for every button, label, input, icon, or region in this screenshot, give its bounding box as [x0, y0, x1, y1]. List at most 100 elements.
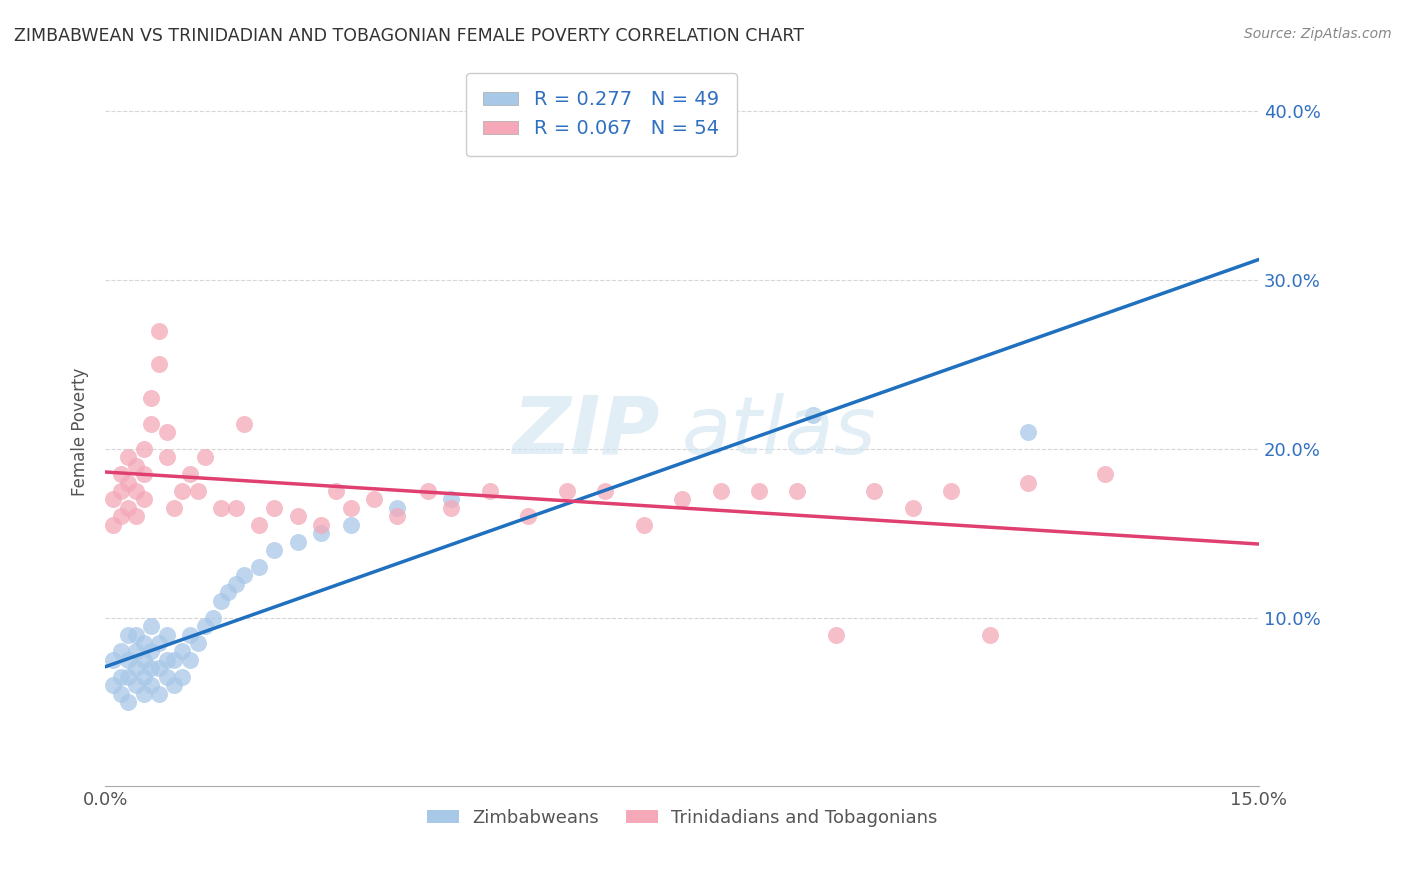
Point: [110, 509, 132, 524]
Point: [748, 484, 770, 499]
Point: [225, 577, 247, 591]
Point: [132, 467, 155, 482]
Point: [148, 324, 170, 338]
Point: [132, 670, 155, 684]
Point: [117, 670, 139, 684]
Point: [156, 450, 179, 465]
Point: [325, 484, 347, 499]
Point: [217, 585, 239, 599]
Point: [179, 627, 201, 641]
Point: [179, 467, 201, 482]
Text: ZIP: ZIP: [512, 393, 659, 471]
Point: [101, 653, 124, 667]
Point: [172, 670, 194, 684]
Point: [225, 500, 247, 515]
Point: [1017, 425, 1039, 439]
Point: [117, 653, 139, 667]
Point: [194, 619, 217, 633]
Point: [110, 644, 132, 658]
Point: [148, 636, 170, 650]
Point: [941, 484, 963, 499]
Point: [110, 670, 132, 684]
Point: [156, 627, 179, 641]
Point: [517, 509, 540, 524]
Point: [156, 670, 179, 684]
Point: [163, 500, 186, 515]
Point: [593, 484, 616, 499]
Point: [148, 661, 170, 675]
Point: [132, 687, 155, 701]
Point: [440, 492, 463, 507]
Point: [232, 568, 254, 582]
Y-axis label: Female Poverty: Female Poverty: [72, 368, 89, 496]
Text: ZIMBABWEAN VS TRINIDADIAN AND TOBAGONIAN FEMALE POVERTY CORRELATION CHART: ZIMBABWEAN VS TRINIDADIAN AND TOBAGONIAN…: [14, 27, 804, 45]
Point: [309, 526, 332, 541]
Point: [141, 644, 163, 658]
Point: [148, 358, 170, 372]
Point: [186, 636, 208, 650]
Point: [287, 509, 309, 524]
Point: [194, 450, 217, 465]
Point: [141, 391, 163, 405]
Point: [141, 661, 163, 675]
Point: [163, 678, 186, 692]
Point: [125, 484, 148, 499]
Point: [163, 653, 186, 667]
Point: [132, 653, 155, 667]
Point: [101, 678, 124, 692]
Point: [825, 627, 848, 641]
Point: [209, 594, 232, 608]
Point: [117, 695, 139, 709]
Point: [363, 492, 385, 507]
Point: [179, 653, 201, 667]
Point: [141, 417, 163, 431]
Point: [287, 534, 309, 549]
Point: [1017, 475, 1039, 490]
Point: [101, 492, 124, 507]
Point: [132, 442, 155, 456]
Point: [132, 636, 155, 650]
Point: [340, 517, 363, 532]
Point: [110, 687, 132, 701]
Point: [979, 627, 1001, 641]
Point: [110, 467, 132, 482]
Point: [232, 417, 254, 431]
Point: [117, 450, 139, 465]
Point: [209, 500, 232, 515]
Point: [340, 500, 363, 515]
Point: [101, 517, 124, 532]
Point: [125, 627, 148, 641]
Point: [786, 484, 808, 499]
Point: [709, 484, 731, 499]
Point: [671, 492, 693, 507]
Point: [156, 653, 179, 667]
Point: [117, 500, 139, 515]
Point: [633, 517, 655, 532]
Point: [110, 484, 132, 499]
Point: [387, 500, 409, 515]
Point: [901, 500, 924, 515]
Point: [172, 644, 194, 658]
Point: [863, 484, 886, 499]
Point: [387, 509, 409, 524]
Point: [125, 509, 148, 524]
Point: [132, 492, 155, 507]
Text: Source: ZipAtlas.com: Source: ZipAtlas.com: [1244, 27, 1392, 41]
Point: [247, 560, 270, 574]
Point: [186, 484, 208, 499]
Point: [125, 644, 148, 658]
Point: [247, 517, 270, 532]
Point: [418, 484, 440, 499]
Point: [148, 687, 170, 701]
Point: [156, 425, 179, 439]
Point: [309, 517, 332, 532]
Point: [141, 619, 163, 633]
Point: [478, 484, 501, 499]
Point: [440, 500, 463, 515]
Point: [125, 678, 148, 692]
Point: [172, 484, 194, 499]
Point: [201, 610, 224, 624]
Text: atlas: atlas: [682, 393, 877, 471]
Point: [555, 484, 578, 499]
Point: [801, 408, 824, 422]
